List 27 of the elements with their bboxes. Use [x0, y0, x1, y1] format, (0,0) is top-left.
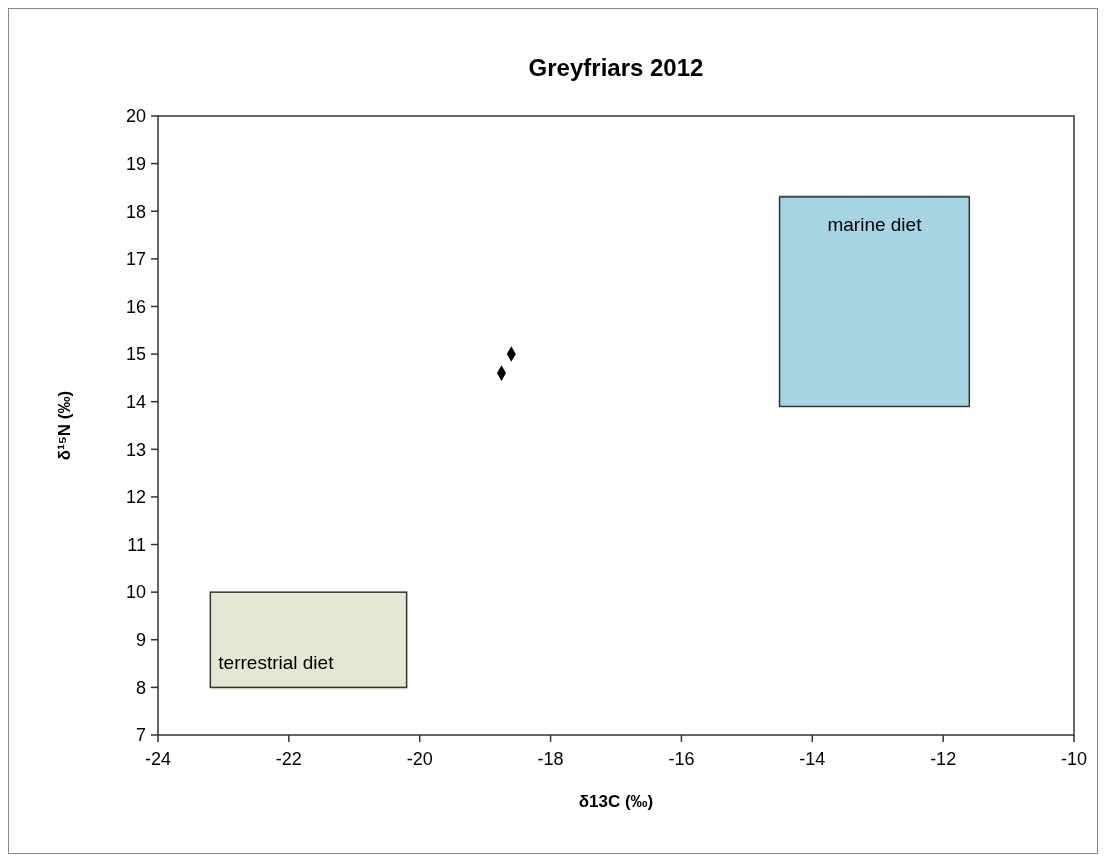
x-tick-label: -10 — [1060, 749, 1088, 769]
x-tick-label: -12 — [930, 749, 957, 769]
y-tick-label: 7 — [135, 725, 146, 746]
y-tick-label: 18 — [125, 201, 146, 222]
x-tick-label: -14 — [799, 749, 826, 769]
y-tick-label: 19 — [125, 153, 146, 174]
x-tick-label: -24 — [144, 749, 172, 769]
y-tick-label: 15 — [125, 344, 146, 365]
chart-title: Greyfriars 2012 — [528, 54, 704, 81]
series-label: marine diet — [827, 213, 923, 235]
y-tick-label: 16 — [125, 296, 146, 317]
x-axis-title: δ13C (‰) — [578, 792, 654, 811]
y-tick-label: 11 — [127, 534, 146, 555]
y-tick-label: 8 — [135, 677, 146, 698]
series-label: terrestrial diet — [218, 652, 335, 674]
y-tick-label: 13 — [125, 439, 146, 460]
x-tick-label: -22 — [275, 749, 302, 769]
y-tick-label: 14 — [125, 391, 146, 412]
x-tick-label: -18 — [537, 749, 564, 769]
y-axis-title: δ¹⁵N (‰) — [55, 390, 74, 461]
y-tick-label: 10 — [125, 582, 146, 603]
x-tick-label: -16 — [668, 749, 695, 769]
y-tick-label: 17 — [125, 249, 146, 270]
y-tick-label: 20 — [125, 106, 146, 127]
x-tick-label: -20 — [406, 749, 433, 769]
y-tick-label: 9 — [135, 630, 146, 651]
y-tick-label: 12 — [125, 487, 146, 508]
